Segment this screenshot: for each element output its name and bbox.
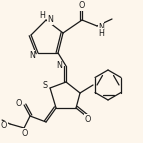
Text: S: S bbox=[42, 82, 48, 91]
Text: H: H bbox=[39, 10, 45, 19]
Text: O: O bbox=[1, 122, 7, 131]
Text: H: H bbox=[98, 28, 104, 37]
Text: O: O bbox=[85, 115, 91, 124]
Text: N: N bbox=[98, 22, 104, 31]
Text: O: O bbox=[16, 100, 22, 109]
Text: N: N bbox=[56, 61, 62, 70]
Text: N: N bbox=[47, 15, 53, 24]
Text: O: O bbox=[79, 1, 85, 10]
Text: N: N bbox=[29, 50, 35, 59]
Text: O: O bbox=[22, 129, 28, 138]
